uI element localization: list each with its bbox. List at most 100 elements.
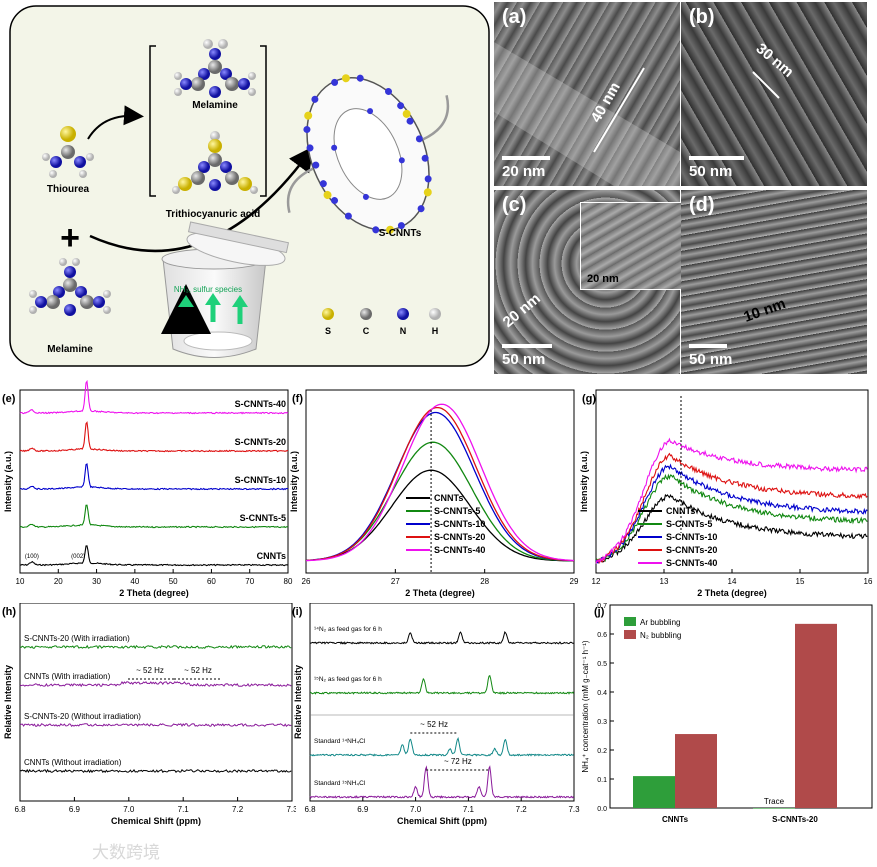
legend-label: CNNTs	[434, 493, 463, 503]
x-tick-label: 7.2	[232, 805, 244, 814]
atom-legend: S C N H	[322, 308, 441, 336]
tem-c-scale: 50 nm	[502, 351, 546, 368]
x-tick-label: 26	[302, 577, 311, 586]
series-label: CNNTs (With irradiation)	[24, 672, 111, 681]
x-tick-label: 13	[660, 577, 669, 586]
legend-label: Ar bubbling	[640, 618, 680, 627]
y-axis-label: Relative Intensity	[3, 665, 13, 739]
x-axis-label: Chemical Shift (ppm)	[111, 816, 201, 826]
melamine-top-label: Melamine	[192, 100, 238, 111]
series-line	[19, 644, 292, 650]
x-tick-label: 12	[592, 577, 601, 586]
legend-n: N	[400, 326, 407, 336]
y-tick-label: 0.1	[597, 777, 607, 784]
legend-label: S-CNNTs-10	[434, 519, 485, 529]
legend-h: H	[432, 326, 439, 336]
panel-label: (g)	[582, 393, 596, 405]
trithiocyanuric-label: Trithiocyanuric acid	[166, 209, 260, 220]
x-tick-label: 50	[169, 577, 178, 586]
xrd-plot-e: (e) 10 20 30 40 50 60 70 80 2 Theta (degree) Inten…	[0, 378, 296, 603]
x-tick-label: 70	[245, 577, 254, 586]
x-tick-label: 29	[570, 577, 579, 586]
x-tick-label: 14	[728, 577, 737, 586]
x-tick-label: 7.3	[286, 805, 296, 814]
plot-frame	[609, 604, 873, 809]
x-tick-label: 6.8	[14, 805, 26, 814]
legend-label: S-CNNTs-40	[666, 558, 717, 568]
tem-panel-c: 20 nm (c) 20 nm 50 nm	[494, 190, 682, 374]
panel-label: (j)	[594, 606, 605, 618]
series-line	[306, 406, 575, 562]
annotation-label: ~ 52 Hz	[420, 720, 448, 729]
x-tick-label: 7.0	[123, 805, 135, 814]
series-line	[596, 493, 868, 564]
plot-frame	[309, 602, 575, 802]
plot-frame	[19, 389, 289, 574]
peak-label: (100)	[25, 554, 39, 560]
melamine-molecule-bottom	[29, 258, 111, 316]
tem-d-measure: 10 nm	[741, 295, 788, 326]
x-tick-label: 7.1	[463, 805, 475, 814]
series-line	[19, 768, 292, 774]
crucible	[161, 221, 290, 358]
tem-d-scalebar	[689, 344, 727, 348]
series-label: Standard ¹⁵NH₄Cl	[314, 780, 366, 787]
series-line	[595, 463, 868, 564]
tem-panel-a: (a) 40 nm 20 nm	[494, 2, 680, 186]
gas-label: NH₃, sulfur species	[174, 285, 242, 294]
trace-label: Trace	[764, 797, 785, 806]
series-line	[19, 504, 289, 529]
y-axis-label: Relative Intensity	[293, 665, 303, 739]
annotation-label: ~ 52 Hz	[184, 666, 212, 675]
series-line	[309, 765, 575, 799]
x-tick-label: 16	[864, 577, 873, 586]
legend-label: S-CNNTs-20	[434, 532, 485, 542]
y-axis-label: NH₄⁺ concentration (mM g₋cat⁻¹ h⁻¹)	[581, 640, 590, 773]
tem-b-scale: 50 nm	[689, 163, 733, 180]
nmr-plot-h: (h) 6.8 6.9 7.0 7.1 7.2 7.3 Chemical Shift (ppm…	[0, 602, 298, 838]
melamine-bottom-label: Melamine	[47, 344, 93, 355]
series-line	[19, 545, 289, 567]
series-line	[19, 379, 289, 415]
x-tick-label: 40	[130, 577, 139, 586]
legend-label: S-CNNTs-40	[434, 545, 485, 555]
legend-c: C	[363, 326, 370, 336]
x-axis-label: 2 Theta (degree)	[405, 588, 475, 598]
x-tick-label: 80	[284, 577, 293, 586]
peak-label: (002)	[71, 554, 85, 560]
tem-a-label: (a)	[502, 6, 527, 28]
y-tick-label: 0.2	[597, 748, 607, 755]
series-line	[306, 403, 575, 562]
legend-label: N₂ bubbling	[640, 631, 681, 640]
series-label: S-CNNTs-10	[235, 475, 286, 485]
annotation-label: ~ 52 Hz	[136, 666, 164, 675]
plot-frame	[305, 389, 575, 574]
series-line	[595, 473, 868, 563]
xrd-plot-f: (f) 26 27 28 29 2 Theta (degree) Intensity (a.…	[289, 378, 586, 603]
series-label: CNNTs (Without irradiation)	[24, 758, 122, 767]
series-line	[595, 437, 868, 564]
series-line	[19, 723, 292, 728]
series-line	[19, 421, 289, 453]
legend-swatch	[624, 617, 636, 626]
annotation-label: ~ 72 Hz	[444, 757, 472, 766]
y-tick-label: 0.4	[597, 690, 607, 697]
melamine-molecule-top	[174, 39, 256, 98]
synthesis-scheme: Melamine Trithiocyanuric acid Thiourea +…	[8, 4, 491, 368]
nanotube-illustration	[286, 74, 450, 234]
bar	[633, 776, 675, 808]
plot-frame	[19, 602, 293, 802]
series-label: S-CNNTs-20 (Without irradiation)	[24, 712, 141, 721]
y-tick-label: 0.5	[597, 661, 607, 668]
y-tick-label: 0.6	[597, 632, 607, 639]
panel-label: (f)	[292, 393, 303, 405]
thiourea-label: Thiourea	[47, 184, 90, 195]
y-axis-label: Intensity (a.u.)	[580, 451, 589, 512]
series-line	[309, 630, 574, 645]
x-tick-label: 28	[480, 577, 489, 586]
legend-label: S-CNNTs-10	[666, 532, 717, 542]
tem-b-label: (b)	[689, 6, 715, 28]
plus-sign: +	[60, 219, 80, 257]
panel-label: (h)	[2, 606, 16, 618]
legend-s: S	[325, 326, 331, 336]
